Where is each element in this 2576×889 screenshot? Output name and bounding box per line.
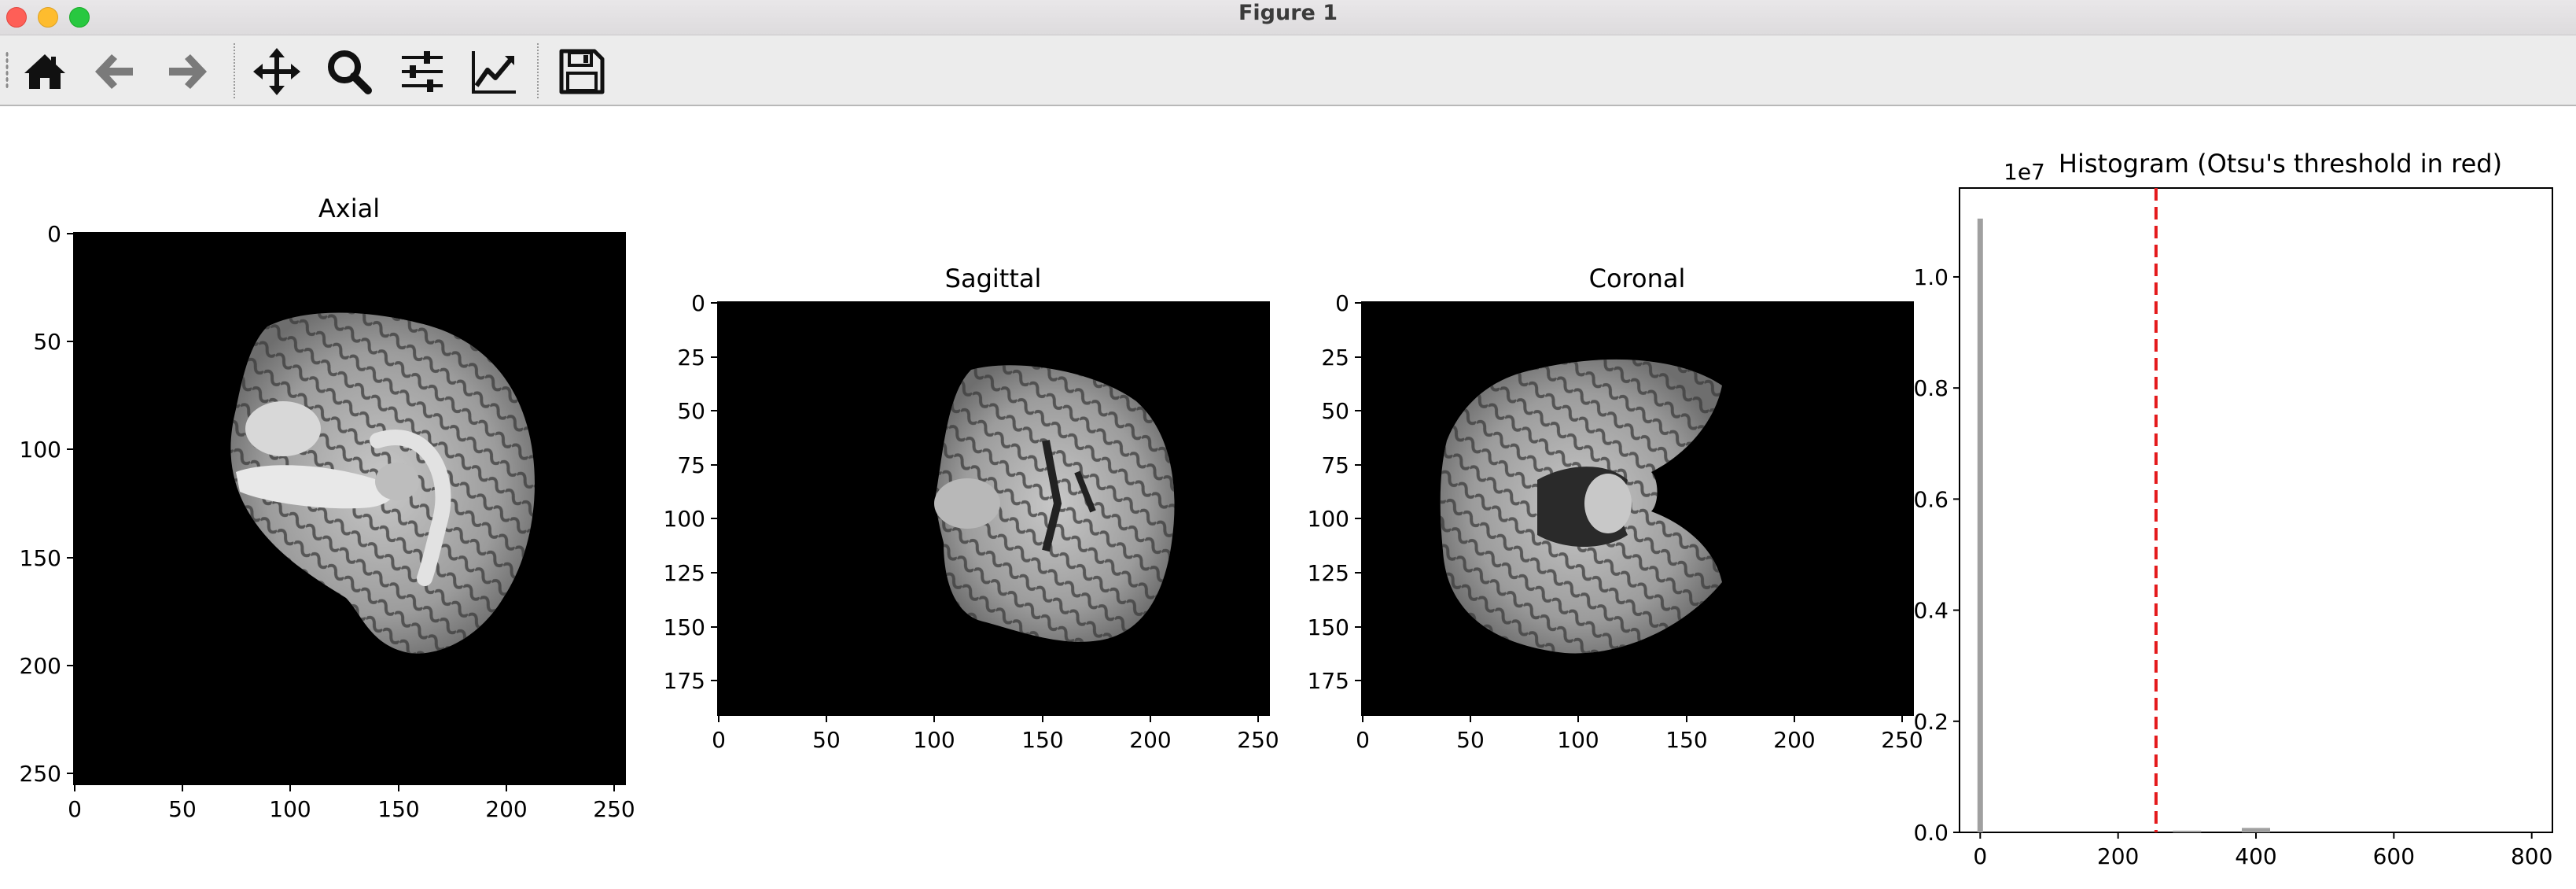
tick-label: 75 <box>677 452 705 478</box>
minimize-window-button[interactable] <box>38 7 58 28</box>
window-title: Figure 1 <box>1238 1 1338 25</box>
tick-label: 200 <box>2097 843 2139 869</box>
tick-label: 50 <box>1456 727 1485 753</box>
histogram-tick-marks <box>1953 275 2533 839</box>
tick-label: 600 <box>2373 843 2415 869</box>
tick-label: 50 <box>812 727 841 753</box>
toolbar-separator <box>234 43 235 98</box>
tick-label: 50 <box>33 329 61 355</box>
tick-label: 50 <box>677 398 705 424</box>
save-icon <box>559 49 605 94</box>
maximize-window-button[interactable] <box>69 7 90 28</box>
tick-label: 150 <box>1665 727 1707 753</box>
histogram-y-axis: 0.0 0.2 0.4 0.6 0.8 1.0 <box>1913 264 1949 846</box>
tick-label: 50 <box>168 796 197 822</box>
tick-label: 100 <box>664 506 705 532</box>
coronal-x-axis: 0 50 100 150 200 250 <box>1356 716 1923 753</box>
histogram-title: Histogram (Otsu's threshold in red) <box>2059 149 2502 179</box>
coronal-y-axis: 0 25 50 75 100 125 150 175 <box>1308 290 1361 694</box>
tick-label: 50 <box>1321 398 1349 424</box>
tick-label: 0 <box>1973 843 1987 869</box>
tick-label: 150 <box>1308 614 1349 640</box>
histogram-bar <box>1977 218 1983 832</box>
tick-label: 100 <box>913 727 955 753</box>
tick-label: 150 <box>1021 727 1063 753</box>
histogram-bars <box>1977 218 2270 832</box>
toolbar-grip[interactable] <box>6 51 9 89</box>
tick-label: 250 <box>1881 727 1923 753</box>
pan-button[interactable] <box>252 46 302 97</box>
tick-label: 250 <box>20 761 61 787</box>
tick-label: 175 <box>1308 668 1349 694</box>
tick-label: 125 <box>664 560 705 586</box>
histogram-bar <box>2173 830 2202 832</box>
axial-x-axis: 0 50 100 150 200 250 <box>68 785 635 822</box>
pan-icon <box>253 48 300 95</box>
tick-label: 100 <box>1557 727 1599 753</box>
back-icon <box>95 54 133 89</box>
tick-label: 175 <box>664 668 705 694</box>
tick-label: 0.2 <box>1913 709 1949 735</box>
tick-label: 0.0 <box>1913 820 1949 846</box>
tick-label: 100 <box>269 796 311 822</box>
sagittal-brain-slice <box>934 365 1175 642</box>
axial-y-axis: 0 50 100 150 200 250 <box>20 221 73 787</box>
tick-label: 0 <box>1356 727 1370 753</box>
tick-label: 800 <box>2511 843 2552 869</box>
tick-label: 0.4 <box>1913 598 1949 624</box>
tick-label: 400 <box>2235 843 2276 869</box>
histogram-bar <box>2242 828 2270 832</box>
tick-label: 0 <box>691 290 705 316</box>
tick-label: 100 <box>1308 506 1349 532</box>
tick-label: 200 <box>485 796 527 822</box>
axial-title: Axial <box>318 194 380 223</box>
sagittal-y-axis: 0 25 50 75 100 125 150 175 <box>664 290 717 694</box>
configure-subplots-button[interactable] <box>397 46 447 97</box>
tick-label: 100 <box>20 437 61 463</box>
coronal-brain-slice <box>1440 359 1722 654</box>
forward-icon <box>169 54 207 89</box>
tick-label: 25 <box>677 345 705 371</box>
tick-label: 200 <box>1129 727 1171 753</box>
tick-label: 0.6 <box>1913 486 1949 512</box>
tick-label: 125 <box>1308 560 1349 586</box>
histogram-plot-area <box>1959 187 2553 833</box>
save-button[interactable] <box>557 46 607 97</box>
toolbar-separator <box>537 43 539 98</box>
title-bar: Figure 1 <box>0 0 2576 35</box>
tick-label: 75 <box>1321 452 1349 478</box>
back-button[interactable] <box>90 46 141 97</box>
edit-axis-button[interactable] <box>469 46 519 97</box>
histogram-x-axis: 0 200 400 600 800 <box>1973 843 2552 869</box>
tick-label: 25 <box>1321 345 1349 371</box>
tick-label: 250 <box>593 796 635 822</box>
histogram-y-offset: 1e7 <box>2004 159 2045 185</box>
sagittal-title: Sagittal <box>945 264 1042 293</box>
tick-label: 150 <box>664 614 705 640</box>
tick-label: 150 <box>20 545 61 571</box>
sagittal-x-axis: 0 50 100 150 200 250 <box>712 716 1279 753</box>
navigation-toolbar <box>0 35 2576 106</box>
tick-label: 0 <box>712 727 726 753</box>
tick-label: 150 <box>377 796 419 822</box>
axial-brain-slice <box>230 312 535 654</box>
tick-label: 200 <box>1773 727 1815 753</box>
tick-label: 0.8 <box>1913 375 1949 401</box>
close-window-button[interactable] <box>6 7 27 28</box>
home-icon <box>24 54 65 89</box>
tick-label: 0 <box>47 221 61 247</box>
zoom-icon <box>328 50 372 94</box>
tick-label: 1.0 <box>1913 264 1949 290</box>
tick-label: 250 <box>1237 727 1279 753</box>
coronal-title: Coronal <box>1589 264 1686 293</box>
configure-subplots-icon <box>402 51 443 92</box>
tick-label: 0 <box>1335 290 1349 316</box>
edit-axis-icon <box>472 51 516 94</box>
tick-label: 200 <box>20 653 61 679</box>
home-button[interactable] <box>20 46 70 97</box>
forward-button[interactable] <box>161 46 212 97</box>
zoom-button[interactable] <box>324 46 374 97</box>
tick-label: 0 <box>68 796 82 822</box>
figure-canvas[interactable]: Axial 0 50 100 150 200 250 0 50 100 150 … <box>0 106 2576 889</box>
